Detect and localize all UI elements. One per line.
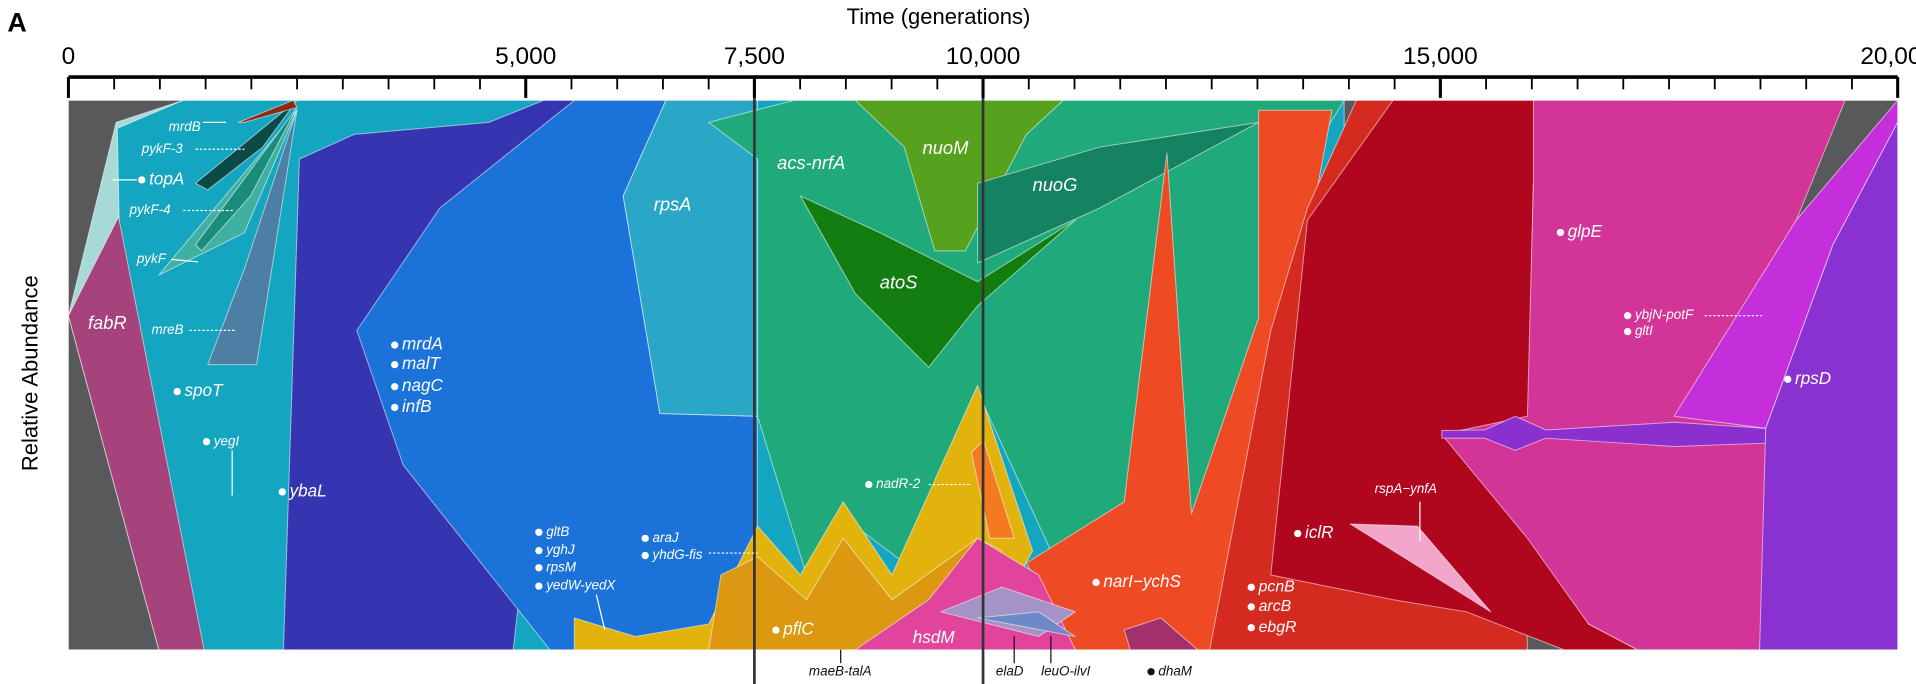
mutation-label: malT [402,354,442,373]
mutation-label: hsdM [913,628,956,647]
genotype-area [1349,523,1492,613]
mutation-label: rpsD [1795,369,1831,388]
genotype-area [977,611,1076,638]
genotype-area [237,99,298,123]
mutation-label: ybaL [289,481,327,500]
label-bullet [641,534,649,543]
label-bullet [278,488,286,496]
mutation-label: atoS [880,272,918,293]
genotype-area [799,195,1076,368]
leader-line [595,594,606,631]
x-tick-label: 0 [62,43,76,70]
mutation-label: dhaM [1158,663,1192,678]
genotype-area [854,99,1064,252]
mutation-label: nuoG [1033,174,1078,195]
label-bullet [1247,624,1255,632]
mutation-label: mrdA [402,335,443,354]
mutation-label: mrdB [169,119,201,134]
mutation-label: ebgR [1259,619,1297,636]
x-tick-label: 15,000 [1403,43,1478,70]
mutation-label: spoT [185,381,225,400]
mutation-label: glpE [1568,222,1603,241]
mutation-label: infB [402,397,431,416]
mutation-label: iclR [1305,523,1333,542]
mutation-label: rpsM [546,559,577,574]
label-bullet [1556,228,1565,237]
genotype-area [195,106,298,252]
label-bullet [202,438,211,446]
mutation-label: nagC [402,376,444,395]
label-bullet [1623,312,1632,320]
label-bullet [391,341,399,349]
label-bullet [1784,375,1792,383]
mutation-label: arcB [1259,598,1292,615]
label-bullet [1623,327,1632,336]
x-axis-title: Time (generations) [847,4,1031,29]
y-axis-title: Relative Abundance [18,275,43,471]
label-bullet [1147,668,1155,676]
mutation-label: topA [149,169,184,188]
label-bullet [772,626,780,634]
label-bullet [1247,583,1255,592]
label-bullet [1092,578,1100,587]
x-tick-label: 7,500 [724,43,785,70]
genotype-area [622,99,759,417]
mutation-label: narI−ychS [1103,572,1181,591]
label-bullet [173,387,181,396]
label-bullet [1294,529,1302,538]
mutation-label: nuoM [923,137,970,158]
label-bullet [535,564,543,572]
mutation-label: nadR-2 [876,476,921,491]
mutation-label: yedW-yedX [545,578,616,593]
label-bullet [865,480,873,489]
mutation-label: rpsA [654,193,692,214]
mutation-label: pcnB [1258,579,1296,596]
mutation-label: elaD [996,663,1024,678]
genotype-area [1759,121,1899,651]
mutation-label: yghJ [545,542,575,557]
mutation-label: gltB [546,524,569,539]
mutation-label: fabR [88,312,127,333]
genotype-area [1441,99,1846,651]
label-bullet [391,382,399,391]
mutation-label: mreB [152,322,184,337]
genotype-area [1123,617,1198,651]
mutation-label: maeB-talA [809,663,872,678]
leader-line [171,258,199,263]
genotype-area [158,109,298,276]
mutation-label: gltI [1635,323,1653,338]
mutation-label: araJ [653,530,679,545]
label-bullet [1247,603,1255,611]
mutation-label: pykF-4 [129,202,171,217]
panel-label: A [7,8,26,38]
mutation-label: yhdG-fis [652,547,703,562]
label-bullet [138,176,146,184]
mutation-label: yegI [213,433,240,448]
x-tick-label: 20,000 [1860,43,1916,70]
mutation-label: pykF [136,251,167,266]
mutation-label: ybjN-potF [1634,307,1694,322]
label-bullet [391,403,399,412]
x-tick-label: 10,000 [946,43,1021,70]
mutation-label: acs-nrfA [777,152,845,173]
label-bullet [535,528,543,536]
label-bullet [535,546,543,555]
genotype-area [977,121,1260,264]
mutation-label: rspA−ynfA [1375,481,1437,496]
label-bullet [535,582,543,590]
label-bullet [391,360,399,369]
mutation-label: pflC [782,620,814,639]
mutation-label: pykF-3 [141,141,184,156]
x-tick-label: 5,000 [495,43,556,70]
label-bullet [641,551,649,560]
genotype-area [195,99,298,191]
genotype-area [67,216,205,651]
mutation-label: leuO-ilvI [1041,663,1091,678]
